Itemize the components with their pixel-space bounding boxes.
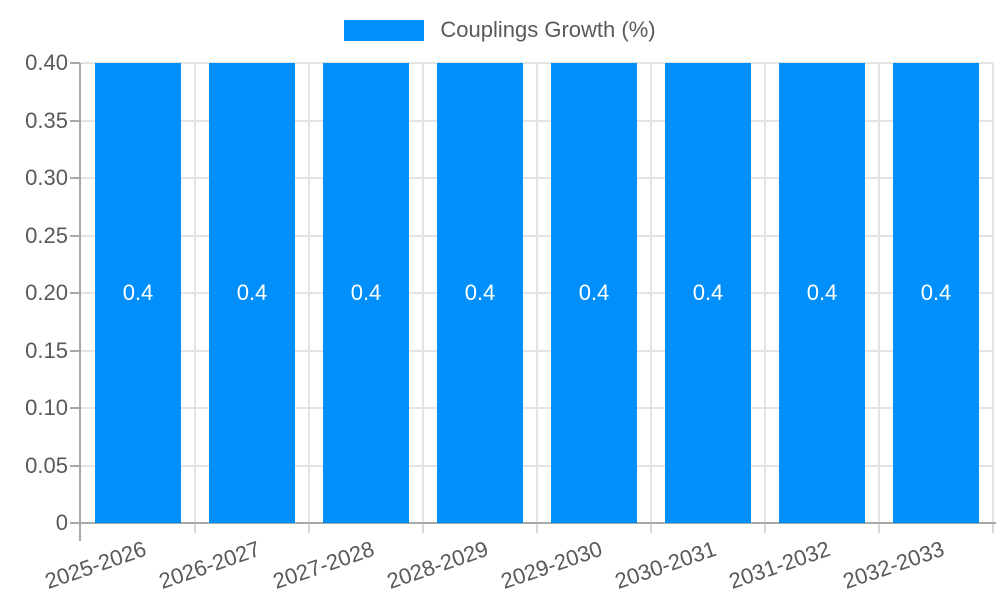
- y-axis-label: 0.20: [25, 280, 68, 305]
- bar[interactable]: 0.4: [893, 63, 979, 523]
- y-axis-label: 0.25: [25, 222, 68, 248]
- bar-value-label: 0.4: [692, 280, 724, 305]
- x-axis-label: 2026-2027: [155, 536, 264, 594]
- x-axis-label: 2031-2032: [725, 536, 834, 594]
- v-gridline: [764, 63, 766, 523]
- y-tick: [70, 62, 80, 64]
- x-tick: [194, 523, 196, 533]
- x-axis-label: 2032-2033: [839, 536, 948, 594]
- y-tick: [70, 177, 80, 179]
- y-tick: [70, 349, 80, 352]
- x-tick: [878, 523, 880, 533]
- y-axis-label: 0.40: [25, 50, 68, 75]
- bar-value-label: 0.4: [806, 280, 838, 305]
- bar-value-label: 0.4: [920, 280, 952, 305]
- y-axis-label: 0.15: [25, 337, 68, 363]
- bar-value-label: 0.4: [578, 280, 610, 305]
- y-axis-label: 0.30: [25, 165, 68, 190]
- legend[interactable]: Couplings Growth (%): [0, 18, 1000, 42]
- v-gridline: [422, 63, 424, 523]
- v-gridline: [194, 63, 196, 523]
- y-axis-line: [79, 63, 81, 541]
- y-tick: [70, 234, 80, 237]
- y-axis-label: 0.05: [25, 452, 68, 478]
- v-gridline: [536, 63, 538, 523]
- v-gridline: [650, 63, 652, 523]
- bar-value-label: 0.4: [464, 280, 496, 305]
- v-gridline: [308, 63, 310, 523]
- bar-value-label: 0.4: [350, 280, 382, 305]
- x-tick: [536, 523, 538, 533]
- y-axis-label: 0: [55, 510, 68, 535]
- x-axis-label: 2030-2031: [611, 536, 720, 594]
- x-tick: [422, 523, 424, 533]
- bar[interactable]: 0.4: [779, 63, 865, 523]
- x-tick: [650, 523, 652, 533]
- y-tick: [70, 119, 80, 122]
- bar[interactable]: 0.4: [551, 63, 637, 523]
- x-axis-line: [80, 522, 996, 524]
- bar[interactable]: 0.4: [209, 63, 295, 523]
- x-axis-label: 2028-2029: [383, 536, 492, 594]
- y-tick: [70, 292, 80, 294]
- bar[interactable]: 0.4: [665, 63, 751, 523]
- v-gridline: [878, 63, 880, 523]
- x-tick: [308, 523, 310, 533]
- y-tick: [70, 522, 80, 524]
- x-tick: [764, 523, 766, 533]
- y-tick: [70, 407, 80, 409]
- bar[interactable]: 0.4: [437, 63, 523, 523]
- y-tick: [70, 464, 80, 467]
- legend-swatch: [344, 19, 425, 41]
- bar[interactable]: 0.4: [323, 63, 409, 523]
- bar-value-label: 0.4: [122, 280, 154, 305]
- bar[interactable]: 0.4: [95, 63, 181, 523]
- v-gridline: [992, 63, 994, 523]
- x-axis-label: 2027-2028: [269, 536, 378, 594]
- x-tick: [992, 523, 994, 533]
- legend-label: Couplings Growth (%): [440, 17, 656, 42]
- y-axis-label: 0.35: [25, 107, 68, 133]
- y-axis-label: 0.10: [25, 395, 68, 420]
- x-axis-label: 2029-2030: [497, 536, 606, 594]
- x-axis-label: 2025-2026: [41, 536, 150, 594]
- bar-value-label: 0.4: [236, 280, 268, 305]
